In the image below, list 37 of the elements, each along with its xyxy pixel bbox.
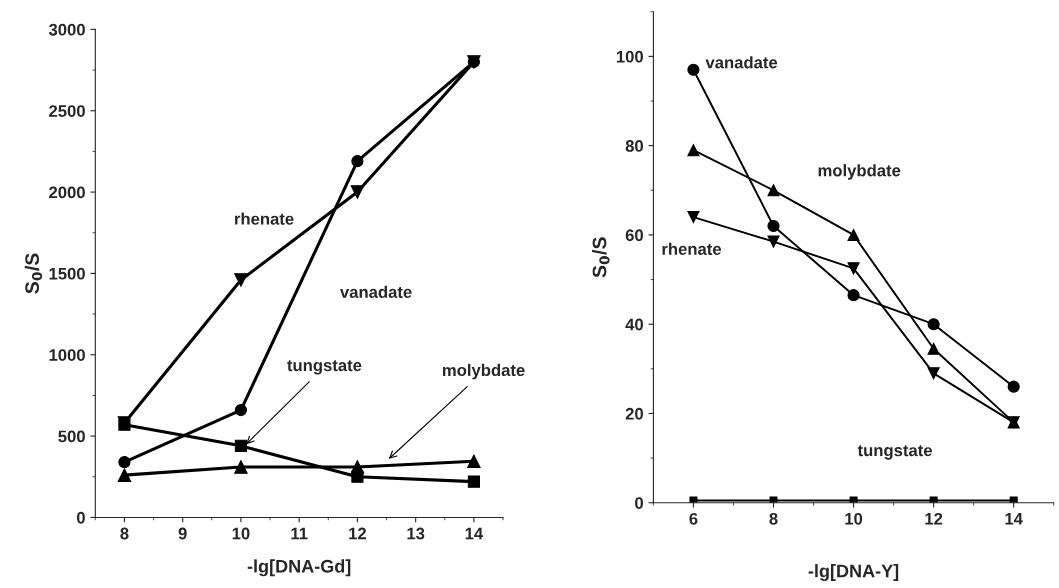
x-tick-label: 12 — [925, 512, 943, 525]
text: vanadate — [340, 285, 412, 298]
y-tick-label: 100 — [616, 50, 643, 63]
text: tungstate — [287, 360, 362, 375]
y-tick-label: 500 — [58, 430, 85, 443]
series-label: rhenate — [235, 212, 294, 225]
x-tick-label: 10 — [232, 527, 250, 540]
y-tick-label: 3000 — [48, 23, 85, 36]
x-tick-label: 13 — [407, 527, 425, 540]
y-tick-label: 1500 — [49, 267, 85, 280]
y-tick-label: 0 — [76, 511, 85, 524]
x-axis-title: -lg[DNA-Gd] — [247, 559, 351, 577]
y-axis-title: S$_{0}$/S — [24, 253, 43, 294]
y-tick-label: 2500 — [49, 105, 85, 117]
y-tick-label: 40 — [625, 318, 643, 331]
y-tick-label: 1000 — [49, 349, 85, 361]
x-tick-label: 8 — [769, 512, 778, 525]
x-tick-label: 6 — [689, 512, 698, 525]
x-tick-label: 11 — [291, 527, 308, 540]
series-label: vanadate — [705, 56, 778, 69]
series-label: rhenate — [662, 242, 722, 255]
text: tungstate — [857, 445, 932, 460]
x-axis-title: -lg[DNA-Y] — [808, 564, 899, 582]
y-tick-label: 2000 — [49, 186, 85, 199]
x-tick-label: 10 — [845, 512, 863, 525]
series-label: molybdate — [818, 164, 901, 180]
x-tick-label: 14 — [465, 527, 484, 540]
y-tick-label: 0 — [635, 497, 643, 509]
y-tick-label: 60 — [625, 229, 643, 242]
y-axis-title: S$_{0}$/S — [592, 237, 610, 278]
x-tick-label: 14 — [1005, 513, 1023, 525]
x-tick-label: 9 — [178, 527, 187, 540]
text: molybdate — [442, 363, 525, 380]
y-tick-label: 20 — [625, 407, 643, 420]
x-tick-label: 8 — [120, 527, 129, 540]
x-tick-label: 12 — [349, 527, 367, 540]
y-tick-label: 80 — [625, 140, 643, 152]
